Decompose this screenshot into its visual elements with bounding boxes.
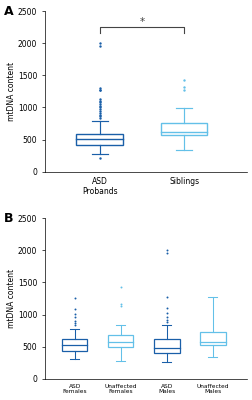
Point xyxy=(118,301,122,308)
Point xyxy=(97,84,101,91)
Point xyxy=(164,305,168,311)
Text: A: A xyxy=(4,5,14,18)
Bar xyxy=(153,339,179,354)
Point xyxy=(72,314,76,320)
Bar xyxy=(76,134,122,145)
Point xyxy=(97,99,101,106)
Point xyxy=(97,155,101,161)
Point xyxy=(72,311,76,317)
Point xyxy=(97,106,101,112)
Point xyxy=(181,86,185,93)
Point xyxy=(164,293,168,300)
Point xyxy=(118,303,122,310)
Point xyxy=(164,250,168,256)
Bar xyxy=(108,335,133,347)
Point xyxy=(97,98,101,104)
Point xyxy=(164,247,168,254)
Y-axis label: mtDNA content: mtDNA content xyxy=(7,269,16,328)
Point xyxy=(97,111,101,118)
Point xyxy=(181,84,185,90)
Text: *: * xyxy=(139,16,144,26)
Point xyxy=(164,314,168,320)
Point xyxy=(97,104,101,111)
Point xyxy=(164,318,168,325)
Point xyxy=(181,77,185,83)
Point xyxy=(97,87,101,93)
Text: B: B xyxy=(4,212,14,225)
Point xyxy=(72,318,76,324)
Point xyxy=(97,86,101,93)
Point xyxy=(164,310,168,316)
Point xyxy=(97,103,101,110)
Point xyxy=(97,113,101,119)
Point xyxy=(97,114,101,121)
Point xyxy=(97,110,101,116)
Point xyxy=(72,295,76,301)
Point xyxy=(118,284,122,290)
Point xyxy=(72,322,76,328)
Bar xyxy=(199,332,225,345)
Point xyxy=(72,320,76,326)
Point xyxy=(97,96,101,102)
Point xyxy=(97,40,101,46)
Point xyxy=(97,108,101,114)
Point xyxy=(72,306,76,313)
Y-axis label: mtDNA content: mtDNA content xyxy=(7,62,16,121)
Bar xyxy=(160,123,206,135)
Point xyxy=(164,316,168,323)
Point xyxy=(97,43,101,50)
Bar xyxy=(62,339,87,350)
Point xyxy=(97,101,101,108)
